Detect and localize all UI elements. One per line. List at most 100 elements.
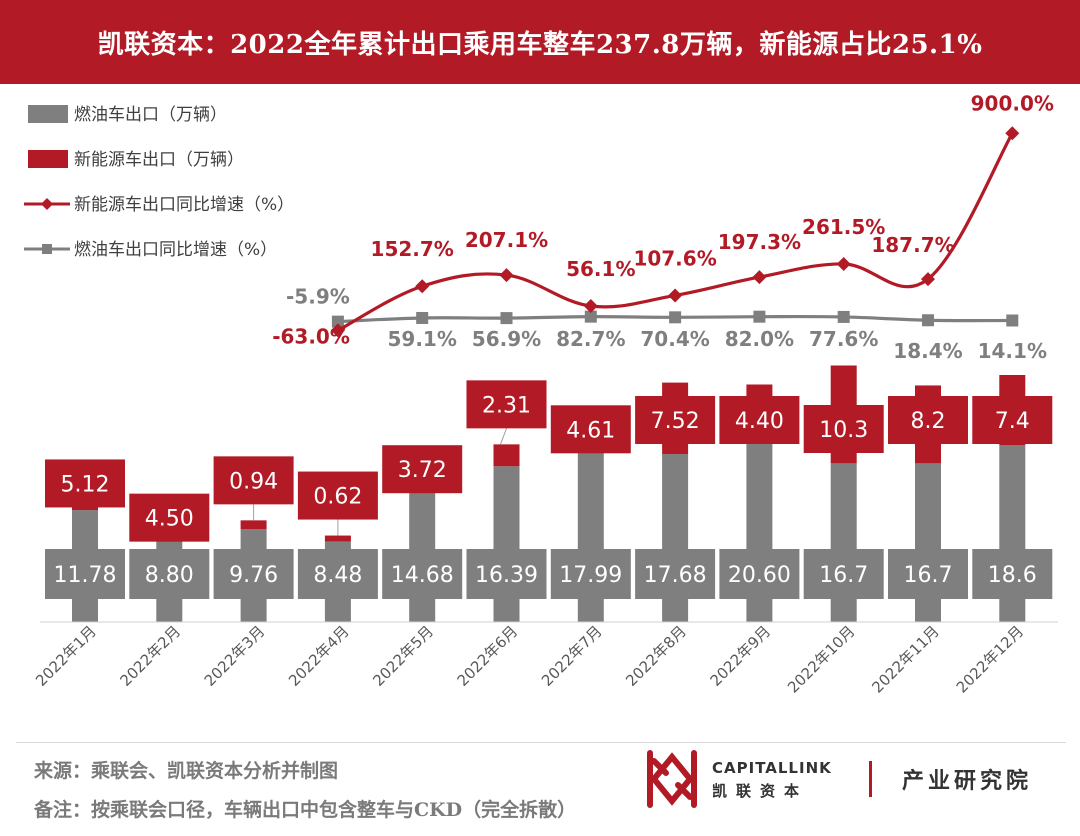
fuel-growth-label: -5.9% [286, 285, 350, 309]
fuel-value-box [803, 549, 884, 599]
legend-swatch-bar [28, 105, 68, 123]
nev-leader-line [500, 428, 507, 445]
fuel-value-label: 16.39 [475, 563, 538, 588]
x-tick-label: 2022年12月 [953, 622, 1027, 696]
fuel-value-label: 8.48 [313, 563, 362, 588]
fuel-growth-point [1006, 314, 1019, 327]
nev-value-box [803, 405, 884, 453]
legend-marker-diamond [41, 198, 53, 210]
legend-label: 新能源车出口同比增速（%） [74, 195, 294, 215]
fuel-growth-point [922, 314, 934, 327]
fuel-growth-point [837, 310, 850, 323]
logo-wordmark: CAPITALLINK [712, 759, 832, 777]
department-name: 产业研究院 [902, 768, 1033, 794]
nev-growth-point [836, 256, 851, 271]
nev-growth-point [583, 299, 598, 314]
logo-divider [869, 761, 872, 797]
nev-value-box [972, 396, 1053, 444]
chart-area: 燃油车出口（万辆） 新能源车出口（万辆） 新能源车出口同比增速（%） 燃油车出口同比增… [24, 91, 1058, 697]
x-tick-label: 2022年1月 [32, 622, 100, 690]
legend-label: 燃油车出口（万辆） [74, 105, 227, 125]
nev-value-label: 4.50 [145, 507, 194, 532]
x-tick-label: 2022年11月 [868, 622, 942, 696]
fuel-value-box [635, 549, 716, 599]
fuel-growth-point [500, 312, 513, 325]
nev-bar [493, 444, 520, 467]
nev-value-label: 7.52 [651, 409, 700, 434]
nev-value-label: 3.72 [398, 458, 447, 483]
fuel-growth-point [331, 315, 344, 328]
nev-value-label: 8.2 [911, 409, 946, 434]
nev-value-box [888, 396, 968, 444]
source-note: 来源：乘联会、凯联资本分析并制图 [34, 760, 339, 782]
x-tick-labels: 2022年1月 2022年2月 2022年3月 2022年4月 2022年5月 2022年… [32, 622, 1027, 696]
fuel-growth-point [416, 311, 429, 324]
nev-value-label: 10.3 [819, 418, 868, 443]
logo-chinese-name: 凯联资本 [712, 782, 809, 800]
x-tick-label: 2022年7月 [538, 622, 606, 690]
nev-value-label: 4.40 [735, 409, 784, 434]
nev-growth-point [1005, 126, 1020, 141]
fuel-growth-point [584, 310, 597, 323]
fuel-growth-label: 59.1% [388, 327, 457, 351]
remark-note: 备注：按乘联会口径，车辆出口中包含整车与CKD（完全拆散） [34, 799, 577, 821]
legend: 燃油车出口（万辆） 新能源车出口（万辆） 新能源车出口同比增速（%） 燃油车出口同比增… [24, 105, 294, 260]
nev-growth-label: -63.0% [272, 324, 350, 348]
nev-value-box [45, 459, 125, 508]
fuel-value-label: 20.60 [728, 563, 791, 588]
nev-value-box [719, 396, 800, 444]
nev-growth-point [921, 272, 935, 287]
fuel-value-label: 8.80 [145, 563, 194, 588]
nev-growth-point [415, 279, 430, 294]
fuel-growth-label: 56.9% [472, 327, 541, 351]
nev-value-label: 0.62 [313, 485, 362, 510]
fuel-value-box [382, 549, 463, 599]
nev-value-label: 2.31 [482, 393, 531, 418]
nev-growth-label: 187.7% [871, 233, 954, 257]
x-tick-label: 2022年6月 [454, 622, 522, 690]
x-tick-label: 2022年9月 [707, 622, 775, 690]
x-tick-label: 2022年5月 [369, 622, 437, 690]
nev-growth-label: 261.5% [802, 215, 885, 239]
fuel-value-label: 9.76 [229, 563, 278, 588]
fuel-value-box [213, 549, 294, 599]
nev-value-box [550, 405, 631, 454]
nev-bar [240, 520, 267, 530]
nev-growth-label: 56.1% [566, 257, 635, 281]
fuel-value-label: 18.6 [988, 563, 1037, 588]
nev-growth-point [499, 268, 514, 283]
fuel-value-box [972, 549, 1053, 599]
fuel-value-box [297, 549, 378, 599]
fuel-growth-label: 70.4% [640, 327, 709, 351]
nev-growth-label: 107.6% [633, 246, 716, 270]
nev-value-box [635, 396, 716, 444]
nev-growth-label: 197.3% [718, 230, 801, 254]
fuel-growth-label: 82.7% [556, 327, 625, 351]
fuel-value-box [550, 549, 631, 599]
fuel-value-box [719, 549, 800, 599]
fuel-growth-label: 18.4% [893, 339, 962, 363]
x-tick-label: 2022年8月 [622, 622, 690, 690]
legend-label: 新能源车出口（万辆） [74, 150, 244, 170]
fuel-value-label: 17.68 [644, 563, 707, 588]
nev-value-box [297, 471, 378, 520]
x-tick-label: 2022年3月 [201, 622, 269, 690]
fuel-value-box [888, 549, 968, 599]
x-tick-label: 2022年10月 [784, 622, 858, 696]
nev-growth-label: 152.7% [371, 237, 454, 261]
x-tick-label: 2022年2月 [116, 622, 184, 690]
nev-bar [324, 535, 351, 542]
nev-growth-label: 207.1% [465, 228, 548, 252]
line-series: -63.0% 152.7% 207.1% 56.1%107.6%197.3%261.5… [272, 91, 1054, 363]
capitallink-logo: CAPITALLINK 凯联资本 产业研究院 [640, 745, 1060, 815]
fuel-value-box [45, 549, 125, 599]
chart-title: 凯联资本：2022全年累计出口乘用车整车237.8万辆，新能源占比25.1% [0, 0, 1080, 84]
legend-swatch-bar [28, 150, 68, 168]
nev-value-box [382, 445, 463, 494]
nev-value-box [213, 456, 294, 505]
nev-value-label: 5.12 [61, 472, 110, 497]
nev-growth-point [330, 323, 345, 338]
fuel-value-label: 16.7 [819, 563, 868, 588]
nev-growth-point [752, 270, 767, 285]
fuel-value-box [466, 549, 547, 599]
